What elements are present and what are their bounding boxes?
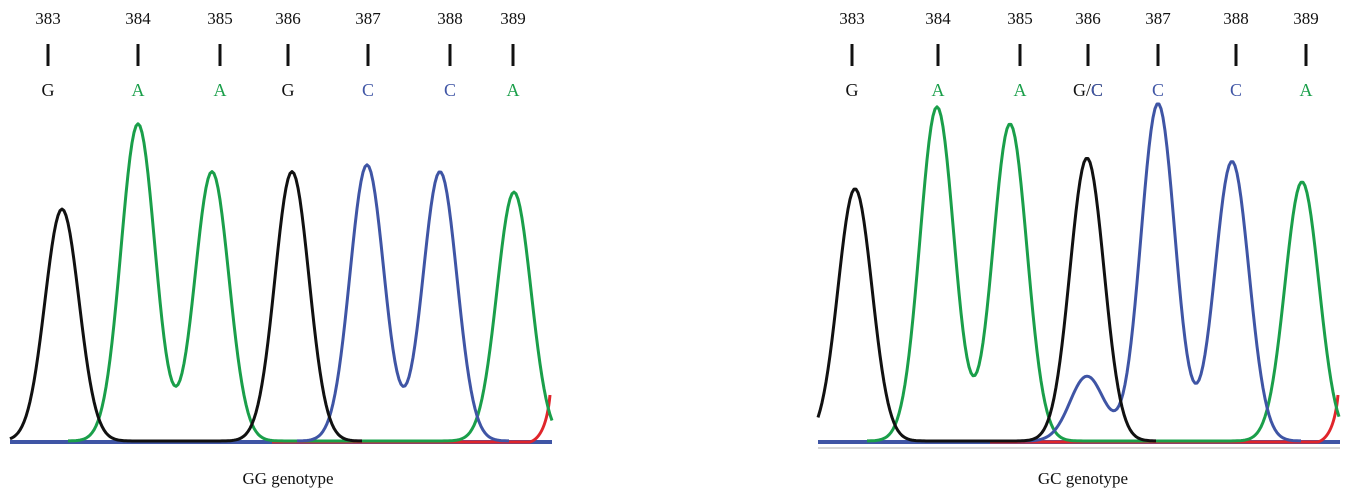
base-call: G: [282, 80, 295, 100]
position-label: 387: [1145, 9, 1171, 28]
position-label: 383: [839, 9, 865, 28]
base-call: A: [1300, 80, 1313, 100]
base-call: G: [846, 80, 859, 100]
position-label: 387: [355, 9, 381, 28]
base-call: G: [42, 80, 55, 100]
position-label: 388: [437, 9, 463, 28]
base-call: C: [444, 80, 456, 100]
position-label: 384: [925, 9, 951, 28]
position-label: 389: [500, 9, 526, 28]
panel-caption: GG genotype: [242, 469, 333, 488]
base-call: C: [1152, 80, 1164, 100]
position-label: 384: [125, 9, 151, 28]
base-call-heterozygous: G/C: [1073, 80, 1103, 100]
trace-G: [9, 170, 362, 443]
base-call: A: [214, 80, 227, 100]
base-call: A: [932, 80, 945, 100]
position-label: 385: [207, 9, 233, 28]
position-label: 385: [1007, 9, 1033, 28]
base-call: A: [132, 80, 145, 100]
base-call: A: [1014, 80, 1027, 100]
trace-G: [816, 157, 1156, 443]
trace-T: [990, 394, 1340, 444]
position-label: 383: [35, 9, 61, 28]
position-label: 386: [275, 9, 301, 28]
base-call-allele-overlay: G/C: [1073, 80, 1103, 100]
trace-C: [297, 163, 509, 443]
base-call: C: [362, 80, 374, 100]
trace-C: [1017, 102, 1301, 443]
chromatogram-panel-1: 383 G 384 A 385 A 386 G 387 C 388 C 389 A GG genotype: [9, 9, 554, 488]
position-label: 389: [1293, 9, 1319, 28]
base-call: C: [1230, 80, 1242, 100]
position-label: 388: [1223, 9, 1249, 28]
trace-T: [272, 394, 552, 444]
panel-caption: GC genotype: [1038, 469, 1128, 488]
base-call: A: [507, 80, 520, 100]
position-label: 386: [1075, 9, 1101, 28]
trace-A: [867, 105, 1341, 443]
